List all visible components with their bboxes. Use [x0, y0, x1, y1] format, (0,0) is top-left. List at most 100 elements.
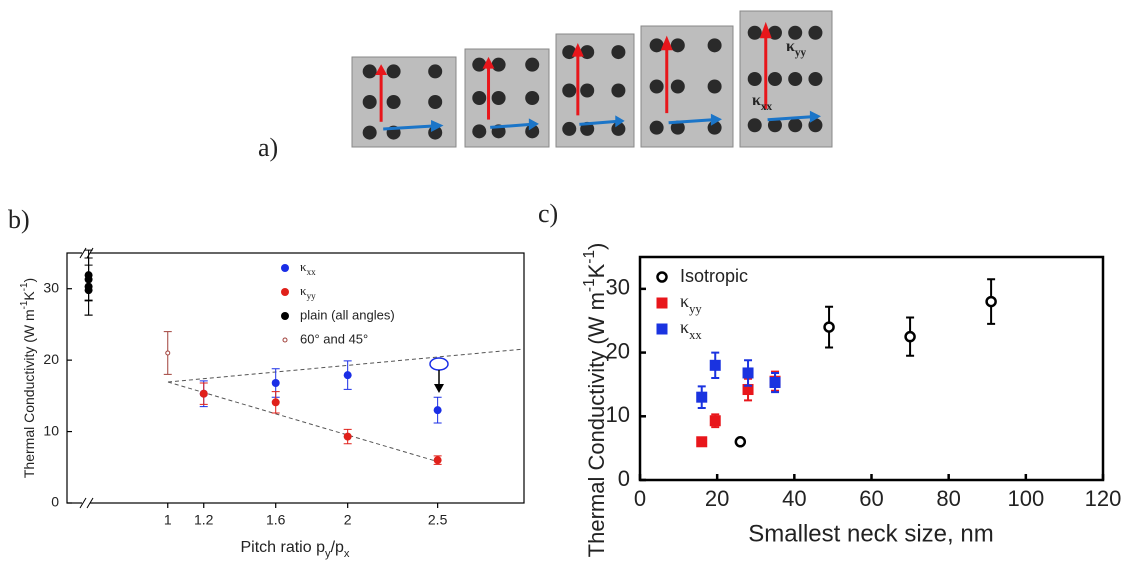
hole	[808, 118, 823, 133]
text-part: Thermal Conductivity (W m	[584, 292, 609, 557]
hole	[562, 121, 577, 136]
legend-label: 60° and 45°	[300, 331, 368, 346]
text-part: /p	[331, 539, 344, 556]
hole	[491, 91, 506, 105]
legend-marker	[282, 337, 288, 343]
text-part: κ	[786, 38, 795, 55]
x-tick-label: 1.6	[266, 512, 286, 528]
marker	[433, 456, 442, 465]
x-tick-label: 0	[634, 486, 646, 511]
text-part: xx	[307, 267, 317, 277]
x-tick-label: 120	[1085, 486, 1122, 511]
hole	[611, 45, 626, 60]
marker	[709, 359, 721, 371]
text-part: Pitch ratio p	[240, 539, 325, 556]
marker	[84, 286, 93, 295]
hole	[562, 83, 577, 98]
legend-label: κyy	[300, 283, 316, 301]
marker	[742, 384, 754, 396]
y-tick-label: 0	[618, 466, 630, 491]
x-tick-label: 20	[705, 486, 729, 511]
marker	[165, 350, 171, 356]
hole	[808, 25, 823, 40]
highlight-ellipse	[429, 357, 449, 371]
hole	[788, 25, 803, 40]
plot-frame	[638, 255, 1105, 482]
hole	[362, 64, 377, 79]
hole	[747, 72, 762, 86]
text-part: -1	[581, 278, 598, 292]
y-tick-label: 30	[43, 279, 59, 295]
text-part: -1	[19, 301, 30, 310]
axis-break	[82, 498, 90, 508]
arrow-head	[710, 113, 722, 126]
legend-marker	[656, 271, 668, 283]
hole	[788, 118, 803, 133]
marker	[433, 406, 442, 415]
legend-marker	[281, 288, 289, 296]
arrow-head	[660, 35, 673, 51]
text-part: Thermal Conductivity (W m	[21, 309, 37, 478]
hole	[362, 95, 377, 109]
x-tick-label: 40	[782, 486, 806, 511]
text-part: xx	[761, 101, 773, 113]
hole	[767, 72, 782, 86]
hole	[747, 118, 762, 133]
arrow	[668, 118, 713, 125]
text-part: xx	[689, 328, 702, 342]
hole	[670, 38, 685, 53]
text-part: )	[21, 278, 37, 283]
arrow	[767, 115, 812, 122]
text-part: yy	[689, 302, 702, 316]
marker	[199, 389, 208, 398]
axis-break	[82, 248, 90, 258]
panel-label: c)	[538, 199, 558, 228]
x-tick-label: 1.2	[194, 512, 214, 528]
x-tick-label: 60	[859, 486, 883, 511]
text-part: κ	[680, 291, 689, 311]
panel-label: b)	[8, 205, 30, 234]
arrow-head	[434, 384, 444, 393]
hole	[472, 57, 487, 72]
legend-marker	[656, 297, 668, 309]
arrow-head	[375, 64, 388, 75]
axis-break	[79, 497, 87, 509]
text-part: K	[584, 263, 609, 278]
hole	[808, 72, 823, 86]
axis-break	[86, 497, 94, 509]
arrow	[490, 122, 531, 129]
x-tick-label: 1	[164, 512, 172, 528]
y-tick-label: 0	[51, 494, 59, 510]
hole	[491, 57, 506, 72]
image-label: κxx	[752, 92, 772, 113]
arrow-head	[431, 120, 444, 132]
hole	[386, 64, 401, 79]
arrow	[383, 124, 434, 131]
text-part: κ	[300, 259, 307, 274]
marker	[904, 330, 916, 343]
text-part: -1	[581, 250, 598, 264]
text-part: K	[21, 291, 37, 301]
hole	[472, 91, 487, 105]
hole	[472, 124, 487, 139]
marker	[343, 371, 352, 380]
arrow-head	[615, 115, 625, 128]
hole	[525, 124, 540, 139]
hole	[649, 38, 664, 53]
legend-label: plain (all angles)	[300, 307, 395, 322]
legend-label: Isotropic	[680, 266, 748, 286]
image-label: κyy	[786, 38, 806, 59]
trend-line	[167, 348, 525, 383]
arrow-head	[482, 56, 495, 69]
marker	[696, 391, 708, 403]
marker	[709, 415, 721, 427]
legend-label: κyy	[680, 291, 702, 316]
marker	[734, 436, 747, 448]
arrow-head	[571, 43, 584, 57]
hole	[670, 120, 685, 135]
marker	[271, 398, 280, 407]
text-part: )	[584, 243, 609, 250]
hole	[767, 118, 782, 133]
text-part: yy	[307, 291, 317, 301]
